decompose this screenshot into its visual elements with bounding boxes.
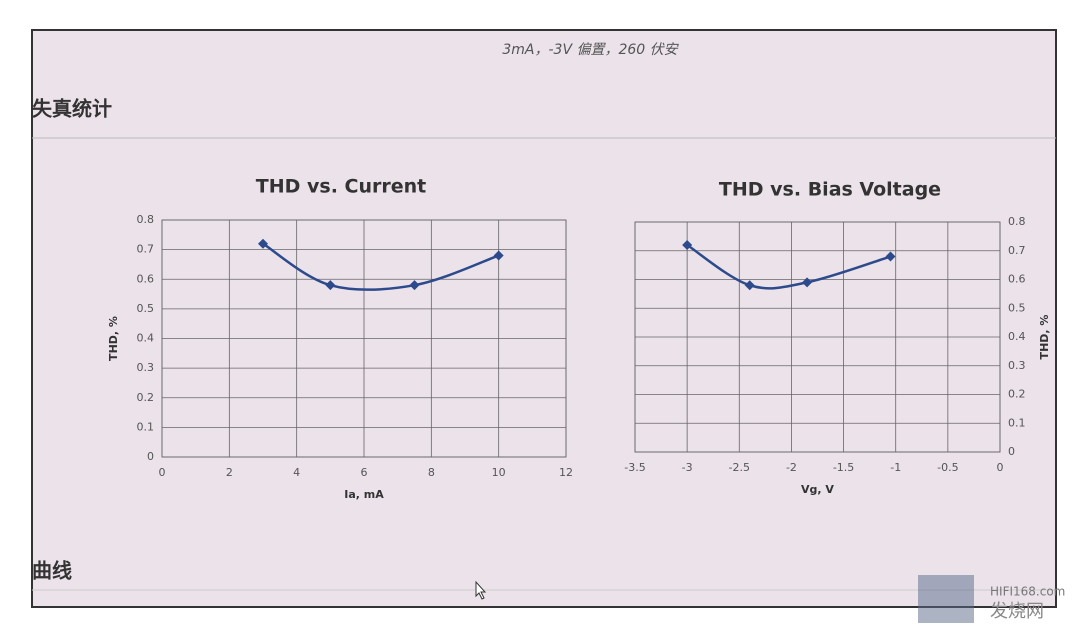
data-point (325, 280, 336, 291)
y-tick-label: 0.7 (1008, 244, 1026, 257)
y-tick-label: 0.3 (137, 361, 155, 374)
data-point (802, 277, 813, 288)
chart-title: THD vs. Bias Voltage (719, 179, 941, 201)
y-tick-label: 0.8 (137, 213, 155, 226)
screen (31, 29, 1057, 608)
x-tick-label: 6 (361, 466, 368, 479)
data-point (409, 280, 420, 291)
y-tick-label: 0.2 (1008, 388, 1026, 401)
x-tick-label: -1.5 (833, 461, 854, 474)
x-tick-label: 2 (226, 466, 233, 479)
x-tick-label: 8 (428, 466, 435, 479)
data-point (682, 240, 693, 250)
caption: 3mA，-3V 偏置，260 伏安 (502, 42, 679, 58)
y-tick-label: 0.6 (137, 272, 155, 285)
x-tick-label: -2 (786, 461, 797, 474)
data-line (686, 243, 891, 290)
mouse-cursor (475, 580, 487, 600)
data-point (885, 251, 896, 262)
x-tick-label: -1 (890, 461, 901, 474)
data-point (493, 250, 504, 261)
data-point (744, 280, 755, 291)
y-tick-label: 0.8 (1008, 215, 1026, 228)
x-axis-label: Vg, V (801, 483, 834, 496)
y-axis-label: THD, % (1038, 315, 1051, 360)
y-tick-label: 0.7 (137, 243, 155, 256)
section-title: 失真统计 (32, 97, 112, 121)
watermark-logo (918, 575, 974, 623)
chart-title: THD vs. Current (256, 176, 426, 198)
y-tick-label: 0.1 (137, 420, 155, 433)
x-tick-label: -3 (682, 461, 693, 474)
x-tick-label: -3.5 (624, 461, 645, 474)
y-tick-label: 0.2 (137, 391, 155, 404)
y-tick-label: 0 (1008, 445, 1015, 458)
y-tick-label: 0.5 (1008, 301, 1026, 314)
y-axis-label: THD, % (107, 316, 120, 361)
y-tick-label: 0.3 (1008, 359, 1026, 372)
next-section-title: 曲线 (32, 559, 72, 583)
x-tick-label: 0 (997, 461, 1004, 474)
y-tick-label: 0.1 (1008, 416, 1026, 429)
x-tick-label: -2.5 (729, 461, 750, 474)
data-point (258, 238, 268, 249)
x-axis-label: Ia, mA (344, 488, 384, 501)
x-tick-label: 0 (159, 466, 166, 479)
watermark-name: 发烧网 (990, 601, 1044, 622)
y-tick-label: 0.4 (1008, 330, 1026, 343)
data-line (262, 242, 500, 291)
y-tick-label: 0 (147, 450, 154, 463)
y-tick-label: 0.6 (1008, 273, 1026, 286)
x-tick-label: 4 (293, 466, 300, 479)
y-tick-label: 0.5 (137, 302, 155, 315)
watermark-site: HIFI168.com (990, 585, 1065, 599)
x-tick-label: 10 (492, 466, 506, 479)
y-tick-label: 0.4 (137, 332, 155, 345)
x-tick-label: -0.5 (937, 461, 958, 474)
x-tick-label: 12 (559, 466, 573, 479)
